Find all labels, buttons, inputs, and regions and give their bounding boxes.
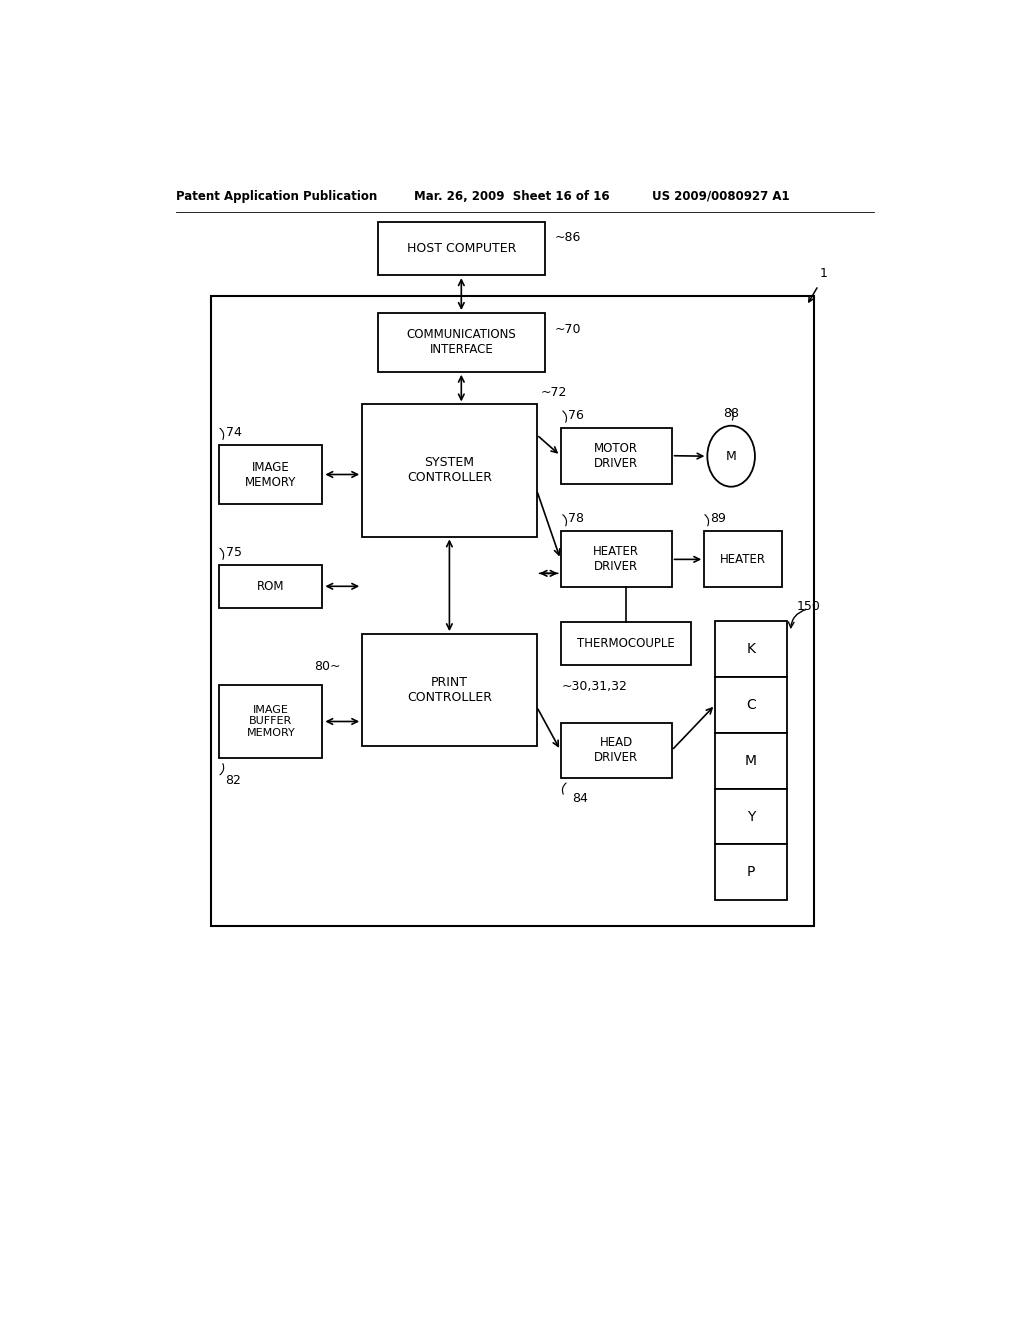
Bar <box>715 788 786 845</box>
Text: ~70: ~70 <box>554 323 581 337</box>
Text: 82: 82 <box>225 774 242 787</box>
Bar <box>560 722 672 779</box>
Bar <box>362 404 537 536</box>
Text: 80~: 80~ <box>314 660 341 673</box>
Bar <box>219 565 323 607</box>
Bar <box>219 445 323 504</box>
Text: Y: Y <box>746 809 755 824</box>
Text: IMAGE
BUFFER
MEMORY: IMAGE BUFFER MEMORY <box>247 705 295 738</box>
Text: 75: 75 <box>225 546 242 558</box>
Bar <box>219 685 323 758</box>
Text: ~72: ~72 <box>541 387 567 399</box>
Text: SYSTEM
CONTROLLER: SYSTEM CONTROLLER <box>407 457 492 484</box>
Text: 150: 150 <box>797 599 820 612</box>
Bar <box>378 223 545 276</box>
Text: ~86: ~86 <box>554 231 581 244</box>
Text: ROM: ROM <box>257 579 285 593</box>
Bar <box>560 532 672 587</box>
Text: 78: 78 <box>568 512 585 525</box>
Text: HEATER
DRIVER: HEATER DRIVER <box>593 545 639 573</box>
Text: FIG.17: FIG.17 <box>436 231 502 248</box>
Bar <box>362 634 537 746</box>
Text: 84: 84 <box>572 792 589 805</box>
Bar <box>705 532 782 587</box>
Text: 1: 1 <box>820 268 827 280</box>
Text: M: M <box>726 450 736 463</box>
Text: 76: 76 <box>568 409 585 421</box>
Text: P: P <box>746 866 755 879</box>
Bar <box>378 313 545 372</box>
Bar <box>560 428 672 483</box>
Text: HEATER: HEATER <box>720 553 766 566</box>
Text: Mar. 26, 2009  Sheet 16 of 16: Mar. 26, 2009 Sheet 16 of 16 <box>414 190 609 202</box>
Bar <box>560 622 691 664</box>
Text: US 2009/0080927 A1: US 2009/0080927 A1 <box>652 190 790 202</box>
Text: K: K <box>746 642 756 656</box>
Text: Patent Application Publication: Patent Application Publication <box>176 190 377 202</box>
Bar <box>715 677 786 733</box>
Bar <box>715 845 786 900</box>
Text: COMMUNICATIONS
INTERFACE: COMMUNICATIONS INTERFACE <box>407 329 516 356</box>
Text: HEAD
DRIVER: HEAD DRIVER <box>594 737 638 764</box>
Text: 89: 89 <box>711 512 726 525</box>
Text: 74: 74 <box>225 426 242 440</box>
Text: HOST COMPUTER: HOST COMPUTER <box>407 243 516 255</box>
Circle shape <box>708 426 755 487</box>
Bar <box>715 620 786 677</box>
Text: 88: 88 <box>723 407 739 420</box>
Text: MOTOR
DRIVER: MOTOR DRIVER <box>594 442 638 470</box>
Text: C: C <box>746 698 756 711</box>
Text: IMAGE
MEMORY: IMAGE MEMORY <box>245 461 297 488</box>
Text: PRINT
CONTROLLER: PRINT CONTROLLER <box>407 676 492 704</box>
Text: ~30,31,32: ~30,31,32 <box>562 680 628 693</box>
Bar <box>211 296 814 925</box>
Text: THERMOCOUPLE: THERMOCOUPLE <box>578 636 675 649</box>
Bar <box>715 733 786 788</box>
Text: M: M <box>745 754 757 768</box>
